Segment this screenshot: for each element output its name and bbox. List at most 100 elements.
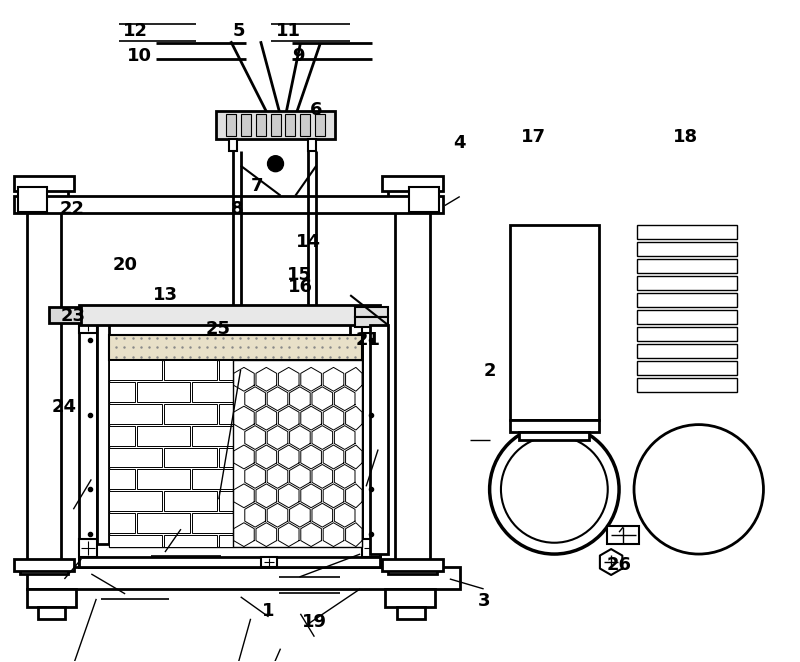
Text: 8: 8 bbox=[230, 200, 243, 218]
Bar bbox=[241, 114, 250, 136]
Bar bbox=[637, 361, 737, 375]
Bar bbox=[110, 360, 233, 547]
Text: 3: 3 bbox=[478, 592, 490, 610]
Bar bbox=[192, 382, 233, 402]
Bar bbox=[26, 589, 76, 607]
Text: 13: 13 bbox=[153, 286, 178, 304]
Bar bbox=[38, 607, 66, 619]
Bar bbox=[18, 187, 47, 211]
Text: 19: 19 bbox=[302, 614, 327, 632]
Bar bbox=[607, 526, 639, 544]
Text: 11: 11 bbox=[276, 22, 301, 40]
Bar bbox=[385, 589, 435, 607]
Bar bbox=[637, 242, 737, 256]
Bar bbox=[50, 307, 82, 323]
Bar bbox=[637, 327, 737, 341]
Bar bbox=[110, 382, 135, 402]
Bar bbox=[137, 382, 190, 402]
Text: 21: 21 bbox=[356, 330, 381, 349]
Bar bbox=[216, 111, 335, 139]
Bar bbox=[218, 448, 233, 467]
Bar bbox=[226, 114, 236, 136]
Bar bbox=[270, 114, 281, 136]
Bar bbox=[308, 139, 316, 151]
Text: 1: 1 bbox=[262, 602, 275, 620]
Bar bbox=[98, 315, 110, 567]
Bar bbox=[510, 420, 599, 432]
Text: 15: 15 bbox=[287, 266, 312, 284]
Bar bbox=[388, 185, 437, 205]
Bar bbox=[382, 175, 443, 191]
Bar bbox=[388, 562, 437, 574]
Bar bbox=[164, 535, 217, 547]
Bar bbox=[362, 315, 380, 567]
Bar bbox=[110, 404, 162, 424]
Text: 14: 14 bbox=[296, 233, 321, 251]
Bar bbox=[315, 114, 326, 136]
Text: 6: 6 bbox=[310, 101, 322, 119]
Bar bbox=[395, 191, 430, 567]
Bar bbox=[20, 185, 68, 205]
Bar bbox=[218, 360, 233, 380]
Bar bbox=[637, 260, 737, 273]
Bar bbox=[164, 404, 217, 424]
Bar bbox=[218, 491, 233, 511]
Bar bbox=[362, 539, 380, 557]
Bar bbox=[79, 315, 98, 567]
Bar bbox=[355, 307, 388, 317]
Bar bbox=[519, 432, 590, 440]
Bar bbox=[14, 175, 74, 191]
Bar bbox=[301, 114, 310, 136]
Bar bbox=[637, 344, 737, 358]
Bar bbox=[14, 559, 74, 571]
Bar bbox=[79, 544, 380, 557]
Bar bbox=[637, 378, 737, 392]
Bar bbox=[110, 513, 135, 533]
Bar bbox=[164, 448, 217, 467]
Bar bbox=[286, 114, 295, 136]
Text: 9: 9 bbox=[292, 47, 304, 65]
Text: 25: 25 bbox=[206, 320, 231, 338]
Bar bbox=[233, 360, 362, 547]
Circle shape bbox=[267, 156, 283, 171]
Text: 7: 7 bbox=[250, 177, 263, 195]
Bar bbox=[14, 195, 443, 214]
Bar bbox=[26, 191, 62, 567]
Bar bbox=[79, 539, 98, 557]
Bar bbox=[164, 491, 217, 511]
Bar bbox=[137, 513, 190, 533]
Bar bbox=[261, 557, 277, 567]
Bar bbox=[110, 491, 162, 511]
Bar bbox=[110, 426, 135, 446]
Text: 17: 17 bbox=[522, 128, 546, 146]
Text: 12: 12 bbox=[123, 22, 148, 40]
Bar bbox=[397, 607, 425, 619]
Bar bbox=[637, 276, 737, 290]
Text: 16: 16 bbox=[288, 278, 313, 296]
Bar bbox=[79, 554, 380, 567]
Text: 5: 5 bbox=[233, 22, 246, 40]
Bar bbox=[192, 426, 233, 446]
Bar bbox=[637, 310, 737, 324]
Text: 24: 24 bbox=[51, 398, 76, 416]
Bar bbox=[256, 114, 266, 136]
Bar bbox=[79, 305, 380, 325]
Bar bbox=[192, 513, 233, 533]
Bar bbox=[637, 226, 737, 240]
Bar bbox=[137, 426, 190, 446]
Bar bbox=[370, 325, 388, 554]
Bar bbox=[110, 360, 162, 380]
Bar bbox=[229, 139, 237, 151]
Bar bbox=[350, 315, 362, 567]
Bar bbox=[110, 535, 162, 547]
Text: 10: 10 bbox=[127, 47, 152, 65]
Bar bbox=[218, 535, 233, 547]
Bar bbox=[637, 293, 737, 307]
Text: 23: 23 bbox=[61, 307, 86, 326]
Text: 20: 20 bbox=[113, 256, 138, 274]
Bar bbox=[137, 469, 190, 489]
Text: 18: 18 bbox=[673, 128, 698, 146]
Bar bbox=[355, 317, 388, 327]
Bar bbox=[110, 469, 135, 489]
Bar bbox=[26, 567, 460, 589]
